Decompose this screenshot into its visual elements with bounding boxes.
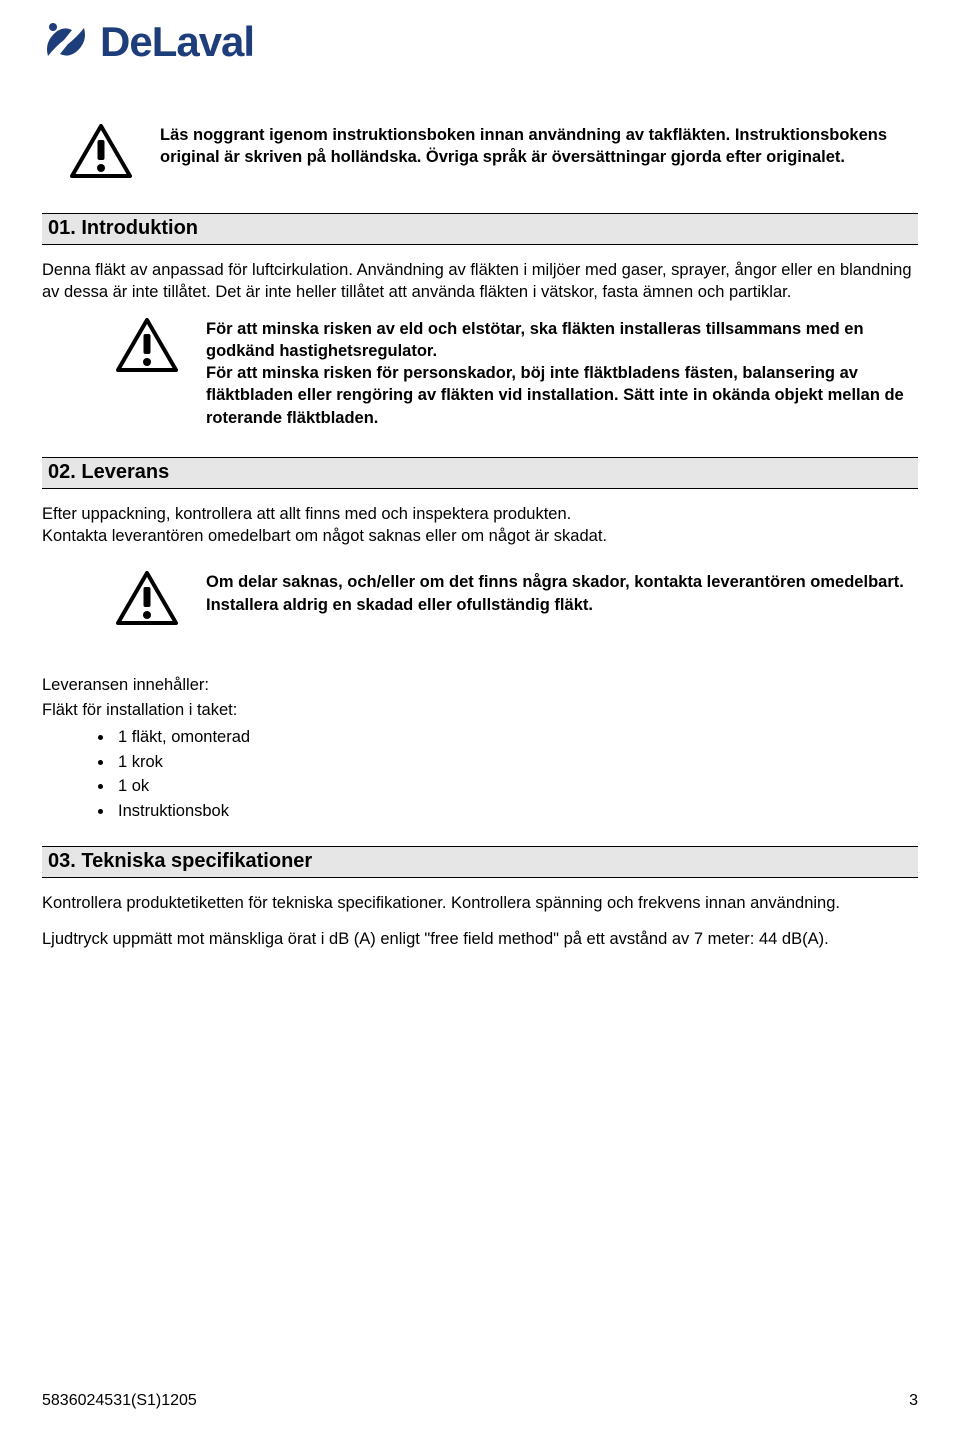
warning-block-s02: Om delar saknas, och/eller om det finns … [116,571,918,632]
warning-block-s01: För att minska risken av eld och elstöta… [116,318,918,429]
section-03-paragraph-1: Kontrollera produktetiketten för teknisk… [42,892,918,914]
logo-mark-icon [42,18,90,66]
section-01-paragraph: Denna fläkt av anpassad för luftcirkulat… [42,259,918,304]
list-item: 1 krok [114,750,918,775]
warning-block-top: Läs noggrant igenom instruktionsboken in… [70,124,890,185]
list-item: Instruktionsbok [114,799,918,824]
list-item: 1 fläkt, omonterad [114,725,918,750]
section-02-paragraph: Efter uppackning, kontrollera att allt f… [42,503,918,548]
section-03-paragraph-2: Ljudtryck uppmätt mot mänskliga örat i d… [42,928,918,950]
logo-text: DeLaval [100,18,254,66]
section-heading-03: 03. Tekniska specifikationer [42,846,918,878]
footer-page-number: 3 [909,1392,918,1410]
warning-triangle-icon [116,318,178,379]
warning-triangle-icon [70,124,132,185]
warning-text-s01: För att minska risken av eld och elstöta… [206,318,918,429]
page-footer: 5836024531(S1)1205 3 [42,1392,918,1410]
warning-text-s02: Om delar saknas, och/eller om det finns … [206,571,918,616]
delivery-intro-1: Leveransen innehåller: [42,674,918,696]
brand-logo: DeLaval [42,18,918,66]
warning-triangle-icon [116,571,178,632]
delivery-intro-2: Fläkt för installation i taket: [42,699,918,721]
list-item: 1 ok [114,774,918,799]
delivery-list: 1 fläkt, omonterad 1 krok 1 ok Instrukti… [100,725,918,824]
section-heading-01: 01. Introduktion [42,213,918,245]
footer-docid: 5836024531(S1)1205 [42,1392,197,1410]
warning-text-top: Läs noggrant igenom instruktionsboken in… [160,124,890,169]
section-heading-02: 02. Leverans [42,457,918,489]
